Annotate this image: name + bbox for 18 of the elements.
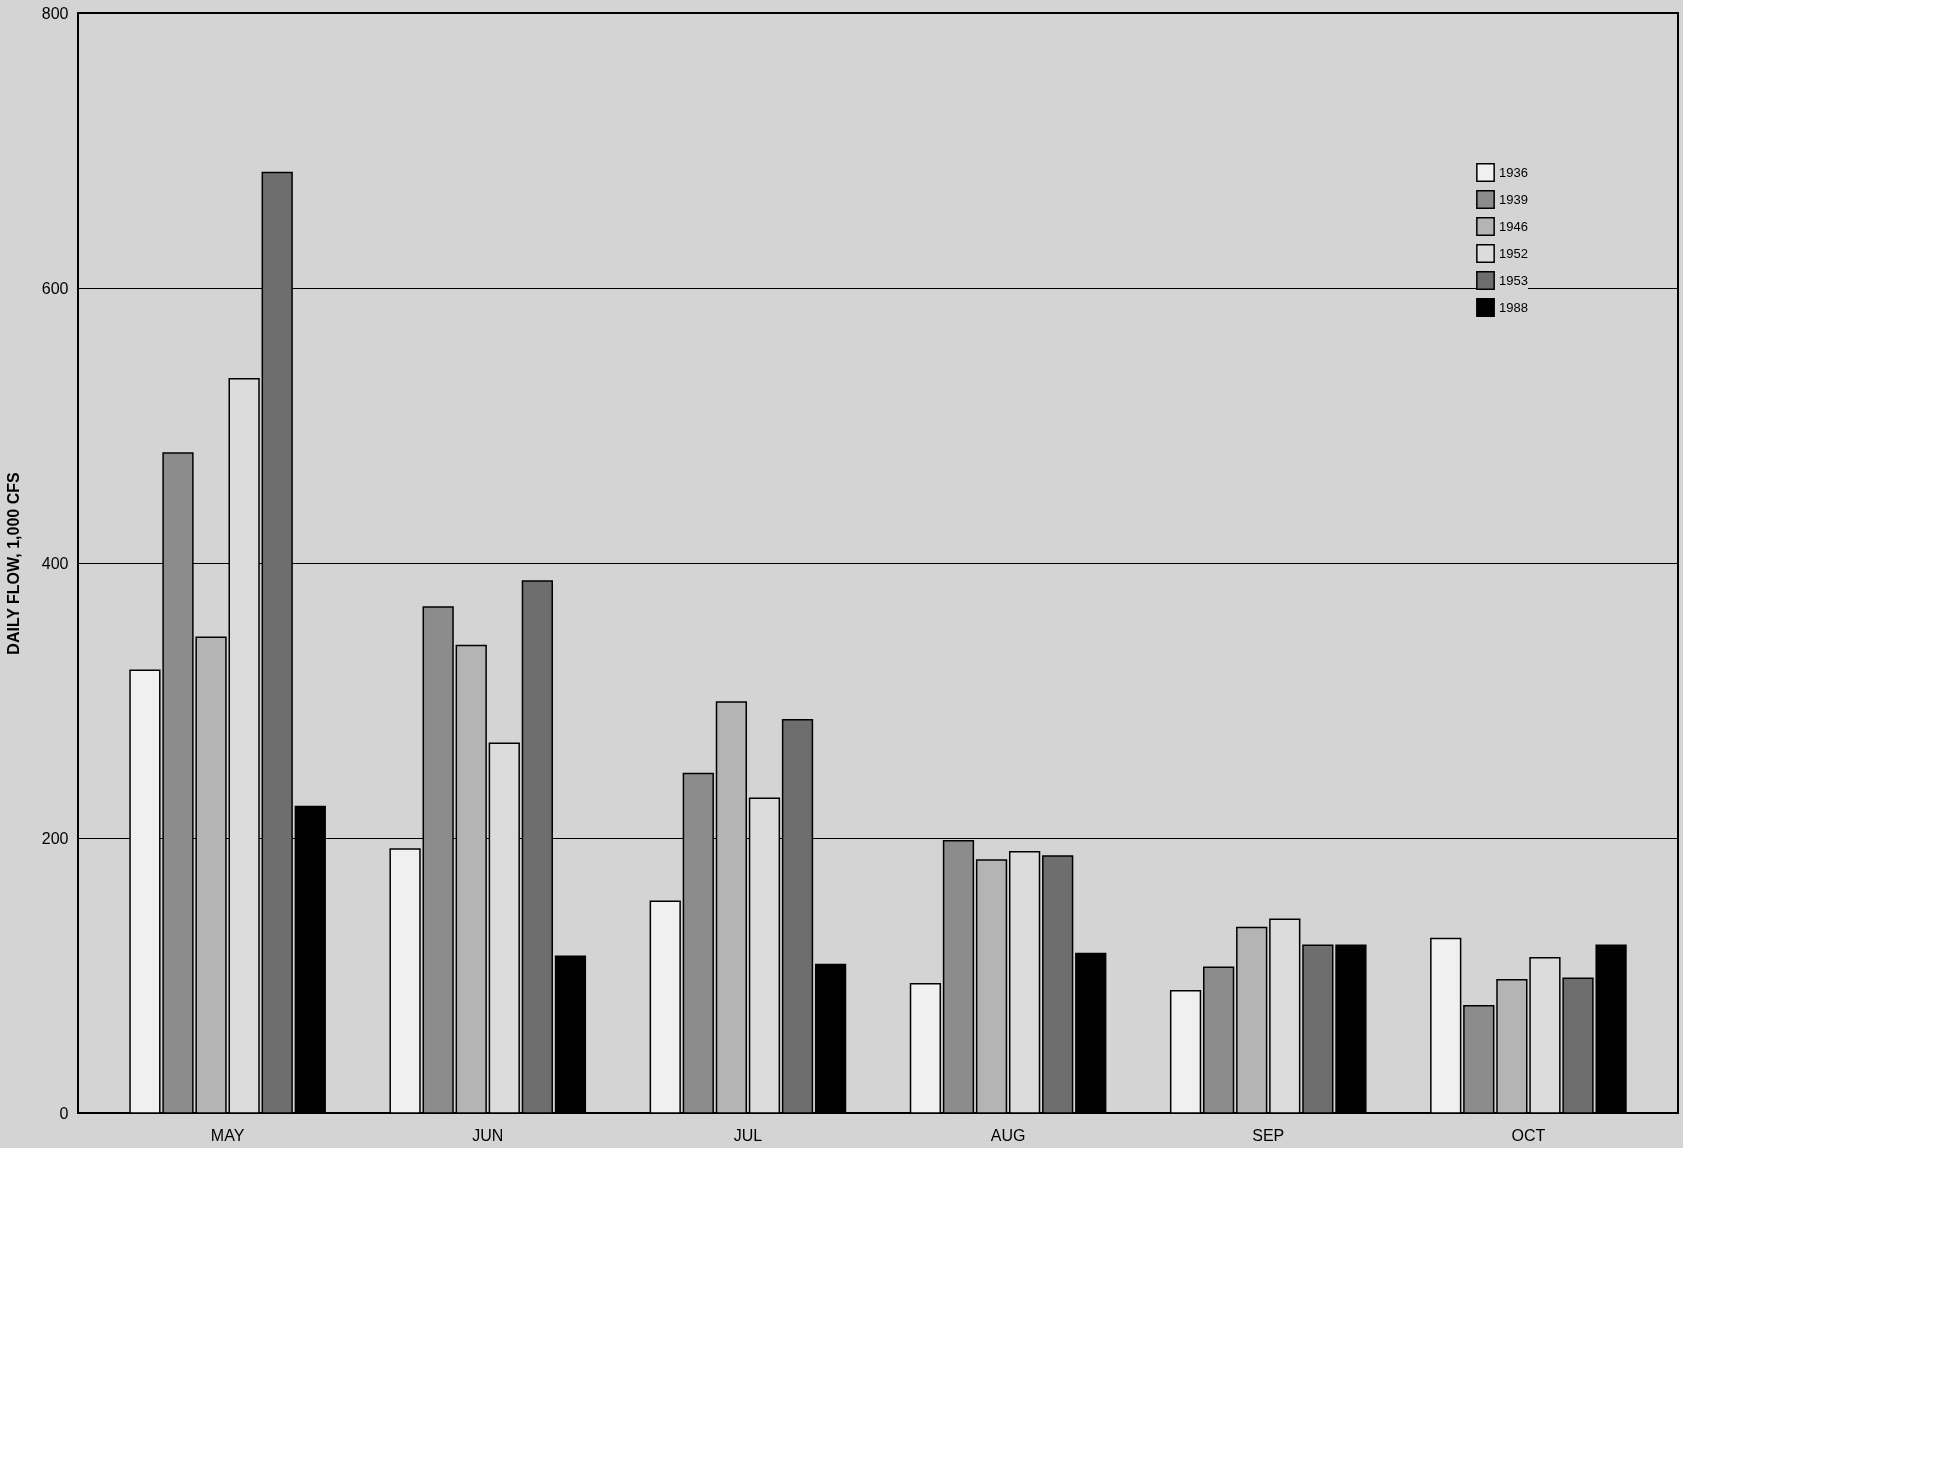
y-axis-title: DAILY FLOW, 1,000 CFS	[4, 472, 22, 655]
x-tick-label: AUG	[990, 1126, 1026, 1144]
legend-label: 1946	[1499, 218, 1528, 234]
legend-label: 1988	[1499, 299, 1528, 315]
y-tick-label: 200	[41, 829, 69, 847]
x-tick-label: MAY	[210, 1126, 245, 1144]
legend-label: 1936	[1499, 164, 1528, 180]
legend-label: 1953	[1499, 272, 1528, 288]
legend-label: 1939	[1499, 191, 1528, 207]
y-tick-label: 600	[41, 279, 69, 297]
legend-label: 1952	[1499, 245, 1528, 261]
y-tick-label: 400	[41, 554, 69, 572]
x-tick-label: JUN	[472, 1126, 504, 1144]
x-tick-label: JUL	[733, 1126, 763, 1144]
y-tick-label: 0	[59, 1104, 69, 1122]
x-tick-label: OCT	[1511, 1126, 1546, 1144]
x-tick-label: SEP	[1252, 1126, 1285, 1144]
y-tick-label: 800	[41, 4, 69, 22]
